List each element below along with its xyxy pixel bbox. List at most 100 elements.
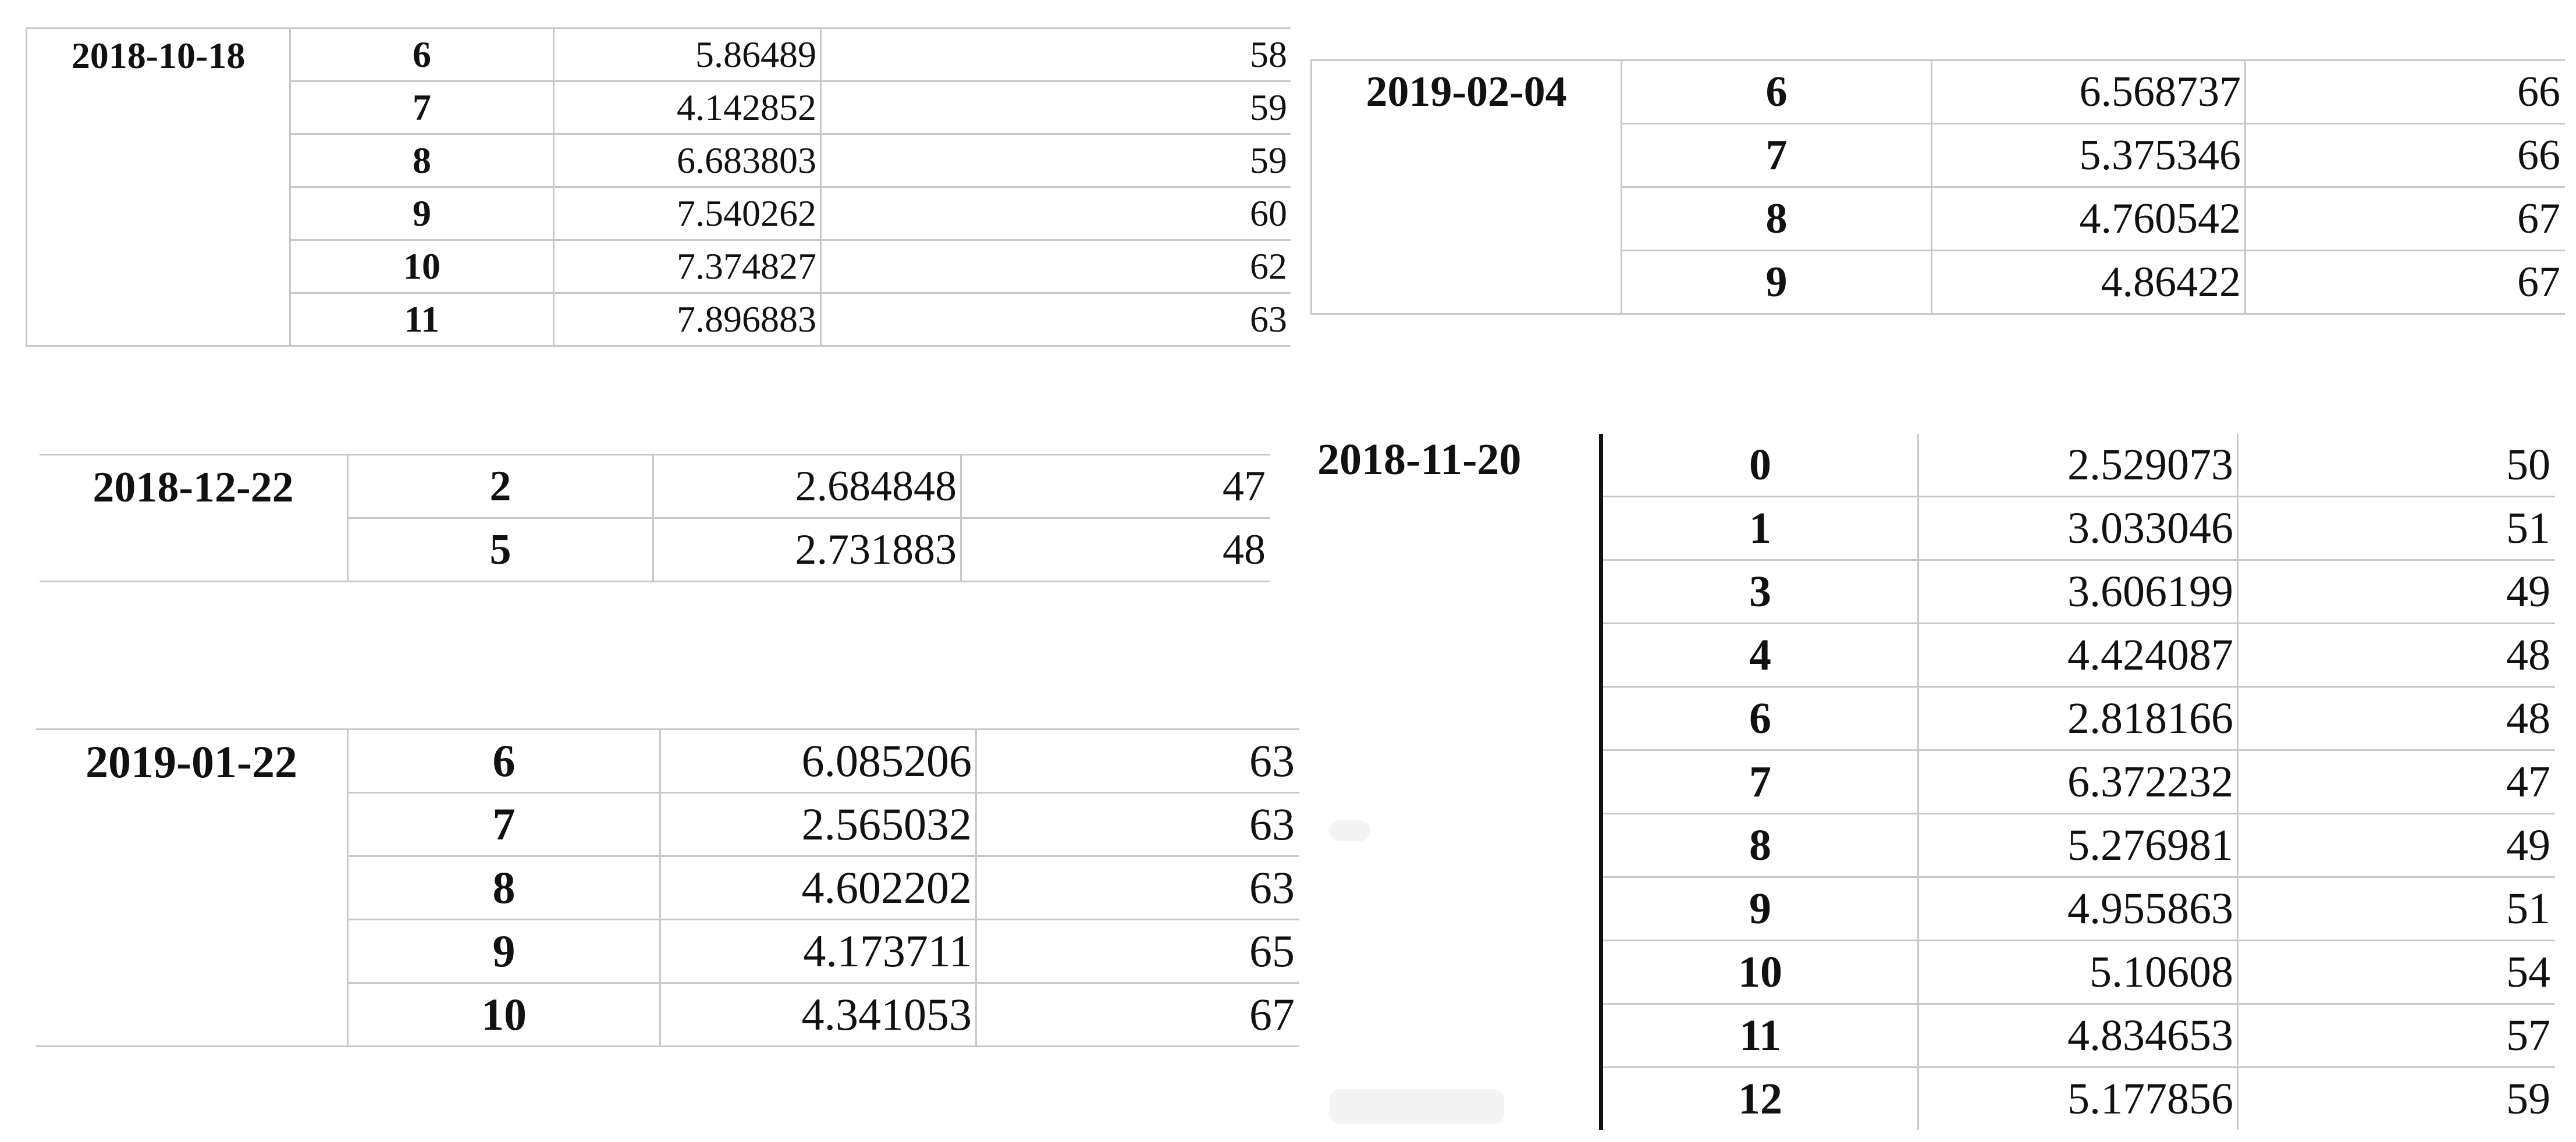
table-row: 2019-02-04 6 6.568737 66 — [1312, 59, 2565, 124]
date-cell[interactable]: 2019-01-22 — [86, 737, 297, 787]
index-cell[interactable]: 7 — [289, 81, 554, 135]
count-cell[interactable]: 59 — [820, 81, 1291, 135]
date-cell[interactable]: 2018-10-18 — [71, 35, 246, 76]
count-cell[interactable]: 48 — [2237, 686, 2555, 751]
index-cell[interactable]: 4 — [1599, 623, 1918, 688]
spreadsheet-table: 2018-12-22 2 2.684848 47 5 2.731883 48 — [40, 454, 1270, 582]
count-cell[interactable]: 54 — [2237, 940, 2555, 1005]
count-cell[interactable]: 50 — [2237, 434, 2555, 497]
index-cell[interactable]: 0 — [1599, 434, 1918, 497]
value-cell[interactable]: 4.173711 — [659, 919, 976, 984]
table-row: 7 2.565032 63 — [36, 792, 1299, 857]
index-cell[interactable]: 6 — [289, 27, 554, 82]
value-cell[interactable]: 4.142852 — [553, 81, 821, 135]
value-cell[interactable]: 4.955863 — [1917, 877, 2238, 941]
date-cell[interactable]: 2018-12-22 — [93, 464, 294, 511]
value-cell[interactable]: 6.568737 — [1931, 59, 2245, 124]
value-cell[interactable]: 2.731883 — [652, 518, 961, 582]
count-cell[interactable]: 67 — [2244, 250, 2565, 315]
date-group-table: 2018-10-18 6 5.86489 58 7 4.142852 59 8 … — [26, 27, 1291, 347]
index-cell[interactable]: 10 — [1599, 940, 1918, 1005]
value-cell[interactable]: 2.684848 — [652, 454, 961, 519]
count-cell[interactable]: 48 — [960, 518, 1270, 582]
value-cell[interactable]: 6.085206 — [659, 728, 976, 794]
count-cell[interactable]: 47 — [2237, 750, 2555, 814]
value-cell[interactable]: 7.374827 — [553, 240, 821, 294]
count-cell[interactable]: 62 — [820, 240, 1291, 294]
count-cell[interactable]: 59 — [2237, 1067, 2555, 1130]
value-cell[interactable]: 4.424087 — [1917, 623, 2238, 688]
value-cell[interactable]: 4.602202 — [659, 856, 976, 920]
value-cell[interactable]: 6.683803 — [553, 134, 821, 188]
value-cell[interactable]: 5.375346 — [1931, 123, 2245, 188]
index-cell[interactable]: 5 — [347, 518, 653, 582]
table-row: 7 5.375346 66 — [1312, 123, 2565, 188]
count-cell[interactable]: 67 — [975, 983, 1299, 1047]
value-cell[interactable]: 3.606199 — [1917, 560, 2238, 624]
count-cell[interactable]: 49 — [2237, 560, 2555, 624]
date-cell[interactable]: 2018-11-20 — [1317, 435, 1522, 484]
index-cell[interactable]: 11 — [289, 293, 554, 347]
count-cell[interactable]: 66 — [2244, 123, 2565, 188]
index-cell[interactable]: 9 — [1621, 250, 1932, 315]
index-cell[interactable]: 8 — [289, 134, 554, 188]
value-cell[interactable]: 2.818166 — [1917, 686, 2238, 751]
value-cell[interactable]: 5.86489 — [553, 27, 821, 82]
table-row: 2018-11-20 0 2.529073 50 — [1316, 434, 2555, 497]
value-cell[interactable]: 4.86422 — [1931, 250, 2245, 315]
value-cell[interactable]: 2.565032 — [659, 792, 976, 857]
value-cell[interactable]: 5.177856 — [1917, 1067, 2238, 1130]
index-cell[interactable]: 10 — [347, 983, 660, 1047]
index-cell[interactable]: 6 — [1621, 59, 1932, 124]
count-cell[interactable]: 63 — [975, 856, 1299, 920]
index-cell[interactable]: 6 — [1599, 686, 1918, 751]
index-cell[interactable]: 3 — [1599, 560, 1918, 624]
value-cell[interactable]: 2.529073 — [1917, 434, 2238, 497]
value-cell[interactable]: 5.10608 — [1917, 940, 2238, 1005]
index-cell[interactable]: 7 — [347, 792, 660, 857]
index-cell[interactable]: 10 — [289, 240, 554, 294]
count-cell[interactable]: 49 — [2237, 813, 2555, 878]
index-cell[interactable]: 8 — [1621, 187, 1932, 251]
value-cell[interactable]: 7.896883 — [553, 293, 821, 347]
value-cell[interactable]: 7.540262 — [553, 187, 821, 241]
count-cell[interactable]: 48 — [2237, 623, 2555, 688]
date-cell[interactable]: 2019-02-04 — [1366, 68, 1567, 116]
count-cell[interactable]: 67 — [2244, 187, 2565, 251]
index-cell[interactable]: 8 — [1599, 813, 1918, 878]
value-cell[interactable]: 5.276981 — [1917, 813, 2238, 878]
index-cell[interactable]: 7 — [1621, 123, 1932, 188]
table-row: 9 7.540262 60 — [27, 187, 1291, 241]
index-cell[interactable]: 7 — [1599, 750, 1918, 814]
count-cell[interactable]: 47 — [960, 454, 1270, 519]
table-row: 7 6.372232 47 — [1316, 750, 2555, 814]
index-cell[interactable]: 9 — [289, 187, 554, 241]
count-cell[interactable]: 51 — [2237, 877, 2555, 941]
count-cell[interactable]: 60 — [820, 187, 1291, 241]
index-cell[interactable]: 9 — [347, 919, 660, 984]
count-cell[interactable]: 58 — [820, 27, 1291, 82]
table-row: 10 7.374827 62 — [27, 240, 1291, 294]
value-cell[interactable]: 4.834653 — [1917, 1004, 2238, 1068]
value-cell[interactable]: 4.760542 — [1931, 187, 2245, 251]
value-cell[interactable]: 3.033046 — [1917, 496, 2238, 561]
index-cell[interactable]: 11 — [1599, 1004, 1918, 1068]
index-cell[interactable]: 6 — [347, 728, 660, 794]
table-row: 3 3.606199 49 — [1316, 560, 2555, 624]
date-group-table: 2018-11-20 0 2.529073 50 1 3.033046 51 3… — [1316, 434, 2555, 1130]
count-cell[interactable]: 66 — [2244, 59, 2565, 124]
count-cell[interactable]: 51 — [2237, 496, 2555, 561]
index-cell[interactable]: 1 — [1599, 496, 1918, 561]
count-cell[interactable]: 63 — [975, 792, 1299, 857]
value-cell[interactable]: 4.341053 — [659, 983, 976, 1047]
index-cell[interactable]: 2 — [347, 454, 653, 519]
value-cell[interactable]: 6.372232 — [1917, 750, 2238, 814]
index-cell[interactable]: 12 — [1599, 1067, 1918, 1130]
index-cell[interactable]: 8 — [347, 856, 660, 920]
count-cell[interactable]: 63 — [820, 293, 1291, 347]
count-cell[interactable]: 57 — [2237, 1004, 2555, 1068]
count-cell[interactable]: 59 — [820, 134, 1291, 188]
index-cell[interactable]: 9 — [1599, 877, 1918, 941]
count-cell[interactable]: 65 — [975, 919, 1299, 984]
count-cell[interactable]: 63 — [975, 728, 1299, 794]
